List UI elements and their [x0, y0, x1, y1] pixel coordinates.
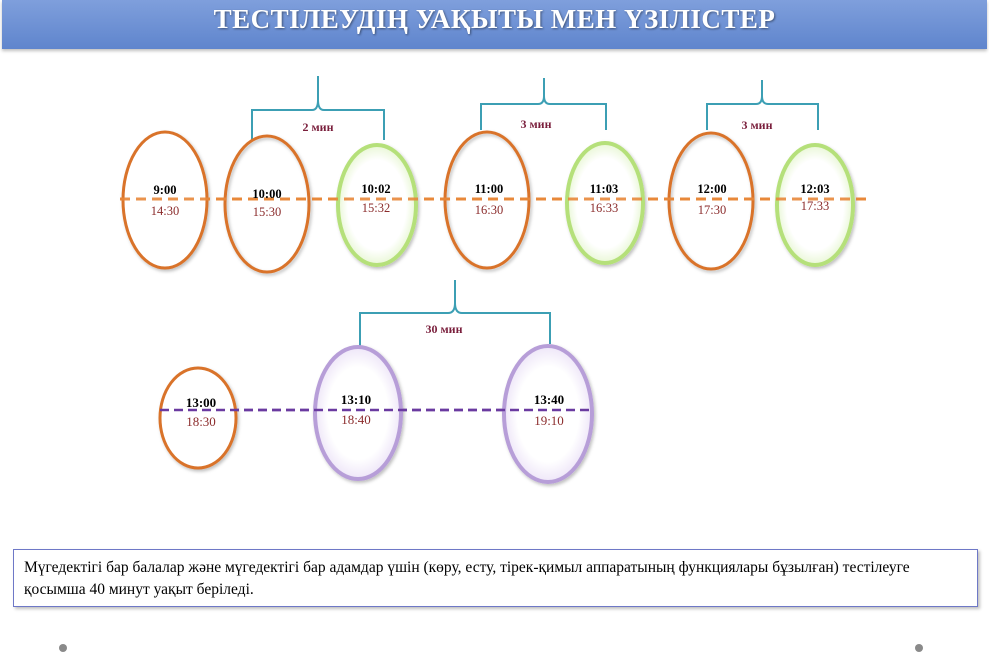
- time-main-label: 11:03: [590, 182, 618, 196]
- time-alt-label: 18:40: [341, 412, 371, 427]
- time-main-label: 12:03: [800, 182, 829, 196]
- bracket-break-1: [251, 76, 385, 140]
- time-alt-label: 17:30: [698, 203, 726, 217]
- time-alt-label: 15:30: [253, 205, 281, 219]
- bracket-break-3: [706, 80, 819, 130]
- note-text: Мүгедектігі бар балалар және мүгедектігі…: [24, 559, 910, 598]
- slide-dot-left: [59, 644, 67, 652]
- time-alt-label: 16:33: [590, 201, 618, 215]
- time-main-label: 10:02: [361, 182, 390, 196]
- time-alt-label: 18:30: [186, 414, 216, 429]
- page-title: ТЕСТІЛЕУДІҢ УАҚЫТЫ МЕН ҮЗІЛІСТЕР: [213, 4, 776, 34]
- break-label-2: 3 мин: [520, 117, 551, 131]
- title-banner: ТЕСТІЛЕУДІҢ УАҚЫТЫ МЕН ҮЗІЛІСТЕР: [2, 0, 987, 49]
- break-label-1: 2 мин: [302, 120, 333, 134]
- time-circle-break: [313, 345, 403, 481]
- time-alt-label: 16:30: [475, 203, 503, 217]
- time-main-label: 13:10: [341, 392, 371, 407]
- time-alt-label: 19:10: [534, 413, 564, 428]
- time-circle-break: [565, 141, 645, 265]
- bracket-break-4: [359, 280, 551, 350]
- time-circle-start: [158, 366, 238, 470]
- time-circle-start: [667, 131, 755, 271]
- time-main-label: 13:40: [534, 392, 564, 407]
- slide-dot-right: [915, 644, 923, 652]
- time-circle-start: [121, 130, 209, 270]
- break-label-3: 3 мин: [741, 118, 772, 132]
- time-circle-break: [336, 143, 418, 267]
- break-label-4: 30 мин: [425, 322, 462, 336]
- time-main-label: 11:00: [475, 182, 503, 196]
- time-main-label: 10:00: [252, 187, 281, 201]
- time-alt-label: 17:33: [801, 199, 829, 213]
- time-alt-label: 15:32: [362, 201, 390, 215]
- time-circle-break: [775, 143, 855, 267]
- time-main-label: 13:00: [186, 395, 216, 410]
- bracket-break-2: [480, 78, 607, 130]
- time-main-label: 9:00: [154, 183, 177, 197]
- time-main-label: 12:00: [697, 182, 726, 196]
- time-alt-label: 14:30: [151, 204, 179, 218]
- accessibility-note: Мүгедектігі бар балалар және мүгедектігі…: [13, 549, 978, 607]
- time-circle-break: [502, 344, 594, 484]
- time-circle-start: [223, 134, 311, 274]
